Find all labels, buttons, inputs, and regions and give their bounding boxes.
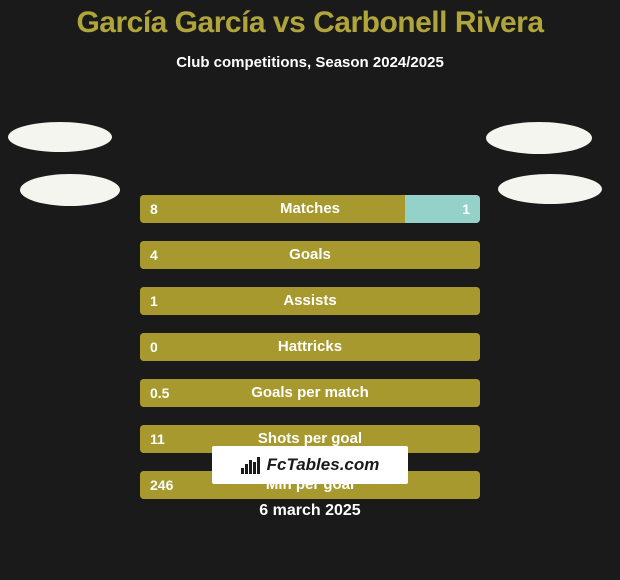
- stat-row: Assists1: [0, 287, 620, 315]
- avatar-player1: [8, 122, 112, 152]
- bar-player1: [140, 287, 480, 315]
- brand-label: FcTables.com: [267, 455, 380, 475]
- bar-track: [140, 287, 480, 315]
- date-label: 6 march 2025: [0, 502, 620, 520]
- avatar-player2: [498, 174, 602, 204]
- avatar-player2: [486, 122, 592, 154]
- bar-player1: [140, 333, 480, 361]
- bar-player1: [140, 195, 405, 223]
- stat-row: Goals per match0.5: [0, 379, 620, 407]
- subtitle: Club competitions, Season 2024/2025: [0, 54, 620, 71]
- bar-track: [140, 195, 480, 223]
- brand-text: FcTables.com: [241, 455, 380, 475]
- bar-player1: [140, 379, 480, 407]
- stat-row: Goals4: [0, 241, 620, 269]
- chart-bars-icon: [241, 456, 263, 474]
- bar-track: [140, 333, 480, 361]
- bar-track: [140, 379, 480, 407]
- avatar-player1: [20, 174, 120, 206]
- stat-row: Hattricks0: [0, 333, 620, 361]
- bar-player1: [140, 241, 480, 269]
- brand-box: FcTables.com: [212, 446, 408, 484]
- page-title: García García vs Carbonell Rivera: [0, 0, 620, 40]
- bar-track: [140, 241, 480, 269]
- bar-player2: [405, 195, 480, 223]
